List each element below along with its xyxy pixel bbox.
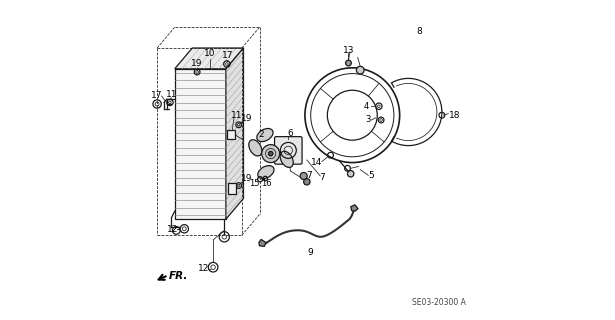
Circle shape	[262, 145, 280, 163]
Ellipse shape	[280, 151, 293, 167]
Circle shape	[269, 151, 273, 156]
FancyBboxPatch shape	[228, 183, 236, 194]
Text: 9: 9	[308, 248, 314, 257]
Text: 7: 7	[306, 171, 312, 180]
Polygon shape	[175, 69, 226, 219]
Text: 16: 16	[261, 179, 272, 188]
Text: 19: 19	[241, 174, 252, 183]
Text: 7: 7	[319, 173, 325, 182]
Ellipse shape	[257, 129, 273, 141]
Polygon shape	[226, 48, 244, 219]
Text: 14: 14	[311, 158, 323, 167]
Polygon shape	[175, 48, 244, 69]
Circle shape	[300, 172, 307, 180]
Text: 12: 12	[198, 264, 209, 273]
Text: 13: 13	[343, 46, 355, 55]
Text: 2: 2	[258, 130, 264, 139]
Text: 18: 18	[449, 111, 461, 120]
Text: 17: 17	[222, 52, 233, 60]
Text: SE03-20300 A: SE03-20300 A	[412, 298, 466, 307]
Ellipse shape	[258, 166, 274, 179]
Text: 8: 8	[416, 28, 423, 36]
Polygon shape	[259, 239, 266, 246]
Polygon shape	[351, 205, 358, 211]
Text: 15: 15	[250, 179, 260, 188]
Circle shape	[347, 171, 354, 177]
Text: 3: 3	[365, 116, 371, 124]
Circle shape	[346, 60, 351, 66]
Text: 11: 11	[231, 111, 243, 120]
Ellipse shape	[249, 140, 262, 156]
Text: 11: 11	[166, 90, 177, 99]
Text: FR.: FR.	[169, 271, 188, 281]
FancyBboxPatch shape	[226, 130, 234, 139]
Circle shape	[357, 66, 364, 74]
Text: 12: 12	[167, 225, 179, 234]
Text: 5: 5	[368, 172, 375, 180]
Text: 19: 19	[241, 114, 252, 123]
Text: 6: 6	[288, 129, 293, 138]
FancyBboxPatch shape	[274, 137, 302, 164]
Text: 4: 4	[364, 102, 370, 111]
Circle shape	[304, 179, 310, 185]
Text: 19: 19	[191, 60, 203, 68]
Text: 17: 17	[151, 92, 163, 100]
Text: 10: 10	[204, 49, 216, 58]
